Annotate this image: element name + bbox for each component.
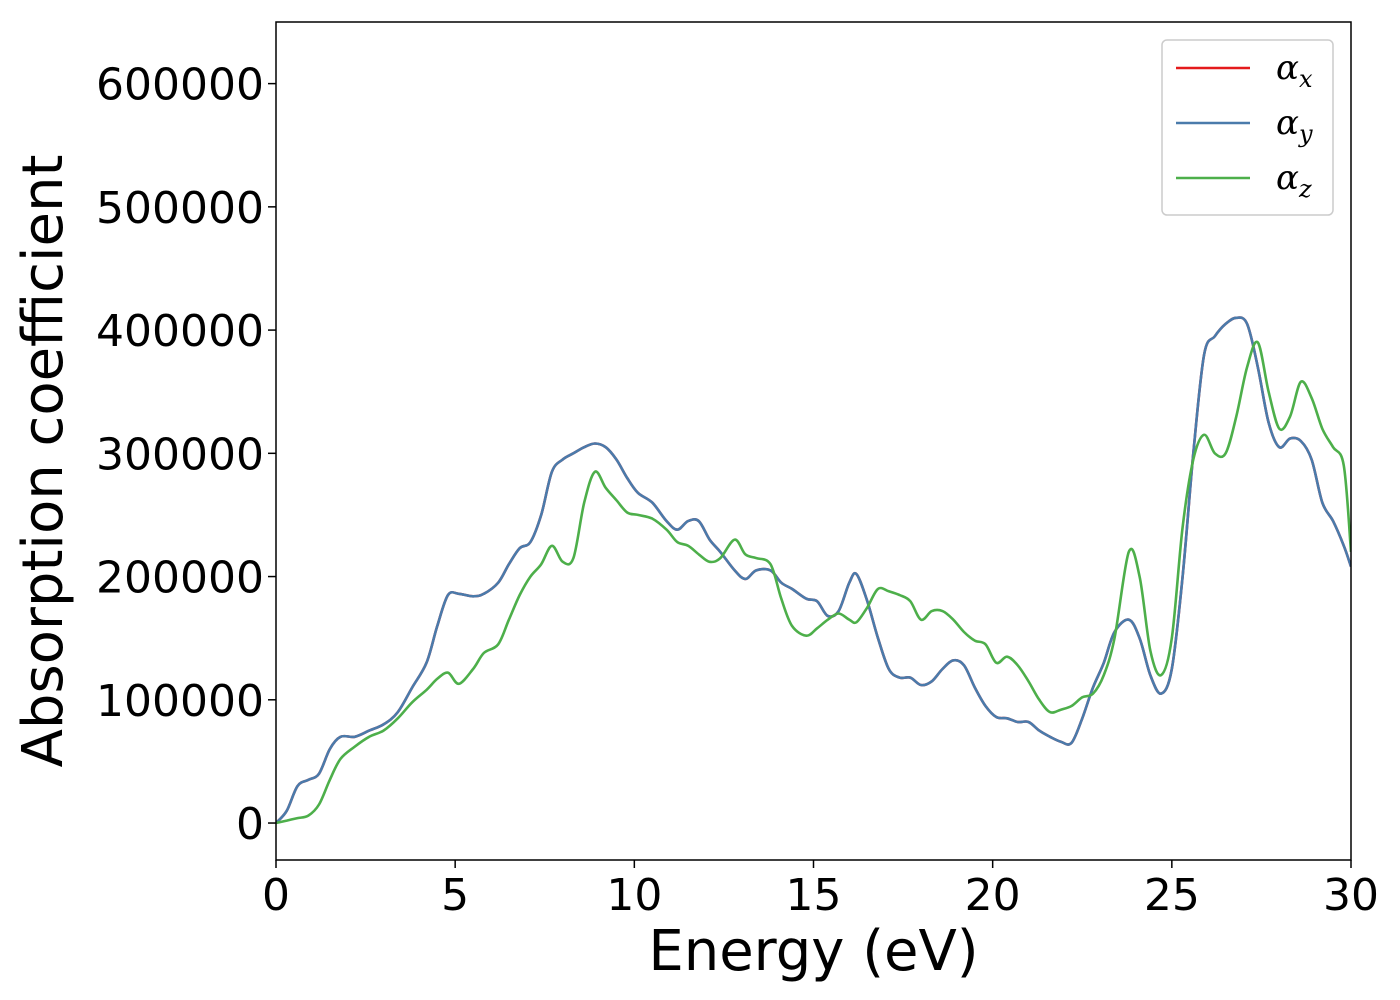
series-line-z bbox=[276, 340, 1351, 825]
x-tick-label: 5 bbox=[441, 870, 469, 921]
series-line-y bbox=[276, 316, 1351, 824]
x-tick-label: 20 bbox=[965, 870, 1021, 921]
y-axis-title: Absorption coefficient bbox=[11, 155, 76, 768]
y-axis: 0 100000 200000 300000 400000 500000 600000 bbox=[96, 60, 276, 850]
y-tick-label: 100000 bbox=[96, 676, 264, 727]
x-axis: 0 5 10 15 20 25 30 bbox=[262, 860, 1379, 921]
x-tick-label: 10 bbox=[606, 870, 662, 921]
y-tick-label: 600000 bbox=[96, 60, 264, 111]
y-tick-label: 0 bbox=[236, 799, 264, 850]
legend-box bbox=[1161, 39, 1334, 216]
x-tick-label: 0 bbox=[262, 870, 290, 921]
y-tick-label: 500000 bbox=[96, 183, 264, 234]
x-tick-label: 25 bbox=[1144, 870, 1200, 921]
y-tick-label: 300000 bbox=[96, 429, 264, 480]
y-tick-label: 400000 bbox=[96, 306, 264, 357]
x-tick-label: 30 bbox=[1323, 870, 1379, 921]
series-line-x bbox=[276, 316, 1351, 824]
x-tick-label: 15 bbox=[786, 870, 842, 921]
series-layer bbox=[276, 316, 1351, 825]
y-tick-label: 200000 bbox=[96, 553, 264, 604]
x-axis-title: Energy (eV) bbox=[648, 919, 978, 984]
